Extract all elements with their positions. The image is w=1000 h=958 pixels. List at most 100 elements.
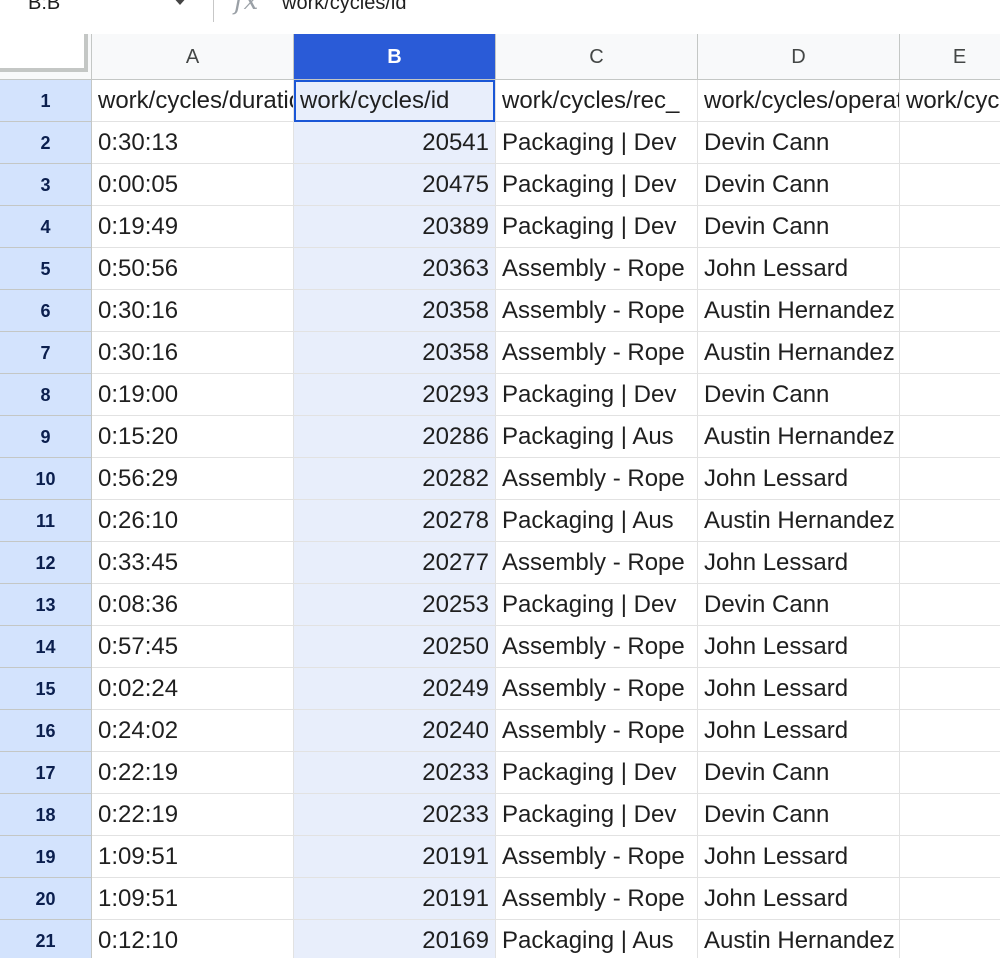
cell-b7[interactable]: 20358 — [294, 332, 496, 374]
cell-e9[interactable] — [900, 416, 1000, 458]
cell-c2[interactable]: Packaging | Dev — [496, 122, 698, 164]
row-header[interactable]: 4 — [0, 206, 92, 248]
cell-b17[interactable]: 20233 — [294, 752, 496, 794]
active-cell-b1[interactable] — [294, 80, 495, 122]
cell-e8[interactable] — [900, 374, 1000, 416]
cell-a8[interactable]: 0:19:00 — [92, 374, 294, 416]
cell-e11[interactable] — [900, 500, 1000, 542]
cell-c5[interactable]: Assembly - Rope — [496, 248, 698, 290]
cell-a7[interactable]: 0:30:16 — [92, 332, 294, 374]
cell-c1[interactable]: work/cycles/rec_ — [496, 80, 698, 122]
cell-a10[interactable]: 0:56:29 — [92, 458, 294, 500]
cell-b12[interactable]: 20277 — [294, 542, 496, 584]
cell-e5[interactable] — [900, 248, 1000, 290]
cell-b3[interactable]: 20475 — [294, 164, 496, 206]
cell-a19[interactable]: 1:09:51 — [92, 836, 294, 878]
cell-c16[interactable]: Assembly - Rope — [496, 710, 698, 752]
cell-b5[interactable]: 20363 — [294, 248, 496, 290]
row-header[interactable]: 2 — [0, 122, 92, 164]
cell-d9[interactable]: Austin Hernandez — [698, 416, 900, 458]
column-header-e[interactable]: E — [900, 34, 1000, 80]
row-header[interactable]: 12 — [0, 542, 92, 584]
cell-c11[interactable]: Packaging | Aus — [496, 500, 698, 542]
cell-d5[interactable]: John Lessard — [698, 248, 900, 290]
row-header[interactable]: 7 — [0, 332, 92, 374]
cell-b10[interactable]: 20282 — [294, 458, 496, 500]
cell-e7[interactable] — [900, 332, 1000, 374]
cell-a18[interactable]: 0:22:19 — [92, 794, 294, 836]
row-header[interactable]: 13 — [0, 584, 92, 626]
column-header-d[interactable]: D — [698, 34, 900, 80]
cell-a3[interactable]: 0:00:05 — [92, 164, 294, 206]
cell-d4[interactable]: Devin Cann — [698, 206, 900, 248]
cell-a2[interactable]: 0:30:13 — [92, 122, 294, 164]
cell-d15[interactable]: John Lessard — [698, 668, 900, 710]
row-header[interactable]: 18 — [0, 794, 92, 836]
cell-a20[interactable]: 1:09:51 — [92, 878, 294, 920]
cell-b14[interactable]: 20250 — [294, 626, 496, 668]
cell-c7[interactable]: Assembly - Rope — [496, 332, 698, 374]
row-header[interactable]: 14 — [0, 626, 92, 668]
cell-d19[interactable]: John Lessard — [698, 836, 900, 878]
cell-a16[interactable]: 0:24:02 — [92, 710, 294, 752]
cell-e3[interactable] — [900, 164, 1000, 206]
cell-c10[interactable]: Assembly - Rope — [496, 458, 698, 500]
cell-c19[interactable]: Assembly - Rope — [496, 836, 698, 878]
cell-b20[interactable]: 20191 — [294, 878, 496, 920]
cell-e4[interactable] — [900, 206, 1000, 248]
row-header[interactable]: 17 — [0, 752, 92, 794]
row-header[interactable]: 9 — [0, 416, 92, 458]
row-header[interactable]: 3 — [0, 164, 92, 206]
cell-e20[interactable] — [900, 878, 1000, 920]
cell-b16[interactable]: 20240 — [294, 710, 496, 752]
cell-c12[interactable]: Assembly - Rope — [496, 542, 698, 584]
cell-a6[interactable]: 0:30:16 — [92, 290, 294, 332]
cell-e10[interactable] — [900, 458, 1000, 500]
cell-c6[interactable]: Assembly - Rope — [496, 290, 698, 332]
cell-d17[interactable]: Devin Cann — [698, 752, 900, 794]
cell-b6[interactable]: 20358 — [294, 290, 496, 332]
cell-a5[interactable]: 0:50:56 — [92, 248, 294, 290]
cell-d10[interactable]: John Lessard — [698, 458, 900, 500]
cell-e15[interactable] — [900, 668, 1000, 710]
formula-input[interactable]: work/cycles/id — [282, 0, 407, 14]
cell-a15[interactable]: 0:02:24 — [92, 668, 294, 710]
cell-c3[interactable]: Packaging | Dev — [496, 164, 698, 206]
row-header[interactable]: 16 — [0, 710, 92, 752]
row-header[interactable]: 11 — [0, 500, 92, 542]
cell-a1[interactable]: work/cycles/duration — [92, 80, 294, 122]
cell-b21[interactable]: 20169 — [294, 920, 496, 958]
cell-b18[interactable]: 20233 — [294, 794, 496, 836]
cell-e21[interactable] — [900, 920, 1000, 958]
cell-d13[interactable]: Devin Cann — [698, 584, 900, 626]
cell-e12[interactable] — [900, 542, 1000, 584]
cell-d16[interactable]: John Lessard — [698, 710, 900, 752]
cell-c21[interactable]: Packaging | Aus — [496, 920, 698, 958]
cell-a11[interactable]: 0:26:10 — [92, 500, 294, 542]
cell-d2[interactable]: Devin Cann — [698, 122, 900, 164]
column-header-b[interactable]: B — [294, 34, 496, 80]
cell-c14[interactable]: Assembly - Rope — [496, 626, 698, 668]
cell-c4[interactable]: Packaging | Dev — [496, 206, 698, 248]
cell-e2[interactable] — [900, 122, 1000, 164]
name-box-dropdown-icon[interactable] — [172, 0, 188, 5]
cell-b15[interactable]: 20249 — [294, 668, 496, 710]
cell-c13[interactable]: Packaging | Dev — [496, 584, 698, 626]
cell-b11[interactable]: 20278 — [294, 500, 496, 542]
row-header[interactable]: 5 — [0, 248, 92, 290]
cell-a21[interactable]: 0:12:10 — [92, 920, 294, 958]
cell-a9[interactable]: 0:15:20 — [92, 416, 294, 458]
row-header[interactable]: 1 — [0, 80, 92, 122]
cell-c18[interactable]: Packaging | Dev — [496, 794, 698, 836]
row-header[interactable]: 8 — [0, 374, 92, 416]
cell-c17[interactable]: Packaging | Dev — [496, 752, 698, 794]
cell-e19[interactable] — [900, 836, 1000, 878]
row-header[interactable]: 10 — [0, 458, 92, 500]
cell-a12[interactable]: 0:33:45 — [92, 542, 294, 584]
row-header[interactable]: 6 — [0, 290, 92, 332]
cell-d7[interactable]: Austin Hernandez — [698, 332, 900, 374]
select-all-corner[interactable] — [0, 34, 92, 80]
cell-c8[interactable]: Packaging | Dev — [496, 374, 698, 416]
spreadsheet-grid[interactable]: A B C D E 1 work/cycles/duration work/cycles/re… — [0, 34, 1000, 958]
cell-a13[interactable]: 0:08:36 — [92, 584, 294, 626]
